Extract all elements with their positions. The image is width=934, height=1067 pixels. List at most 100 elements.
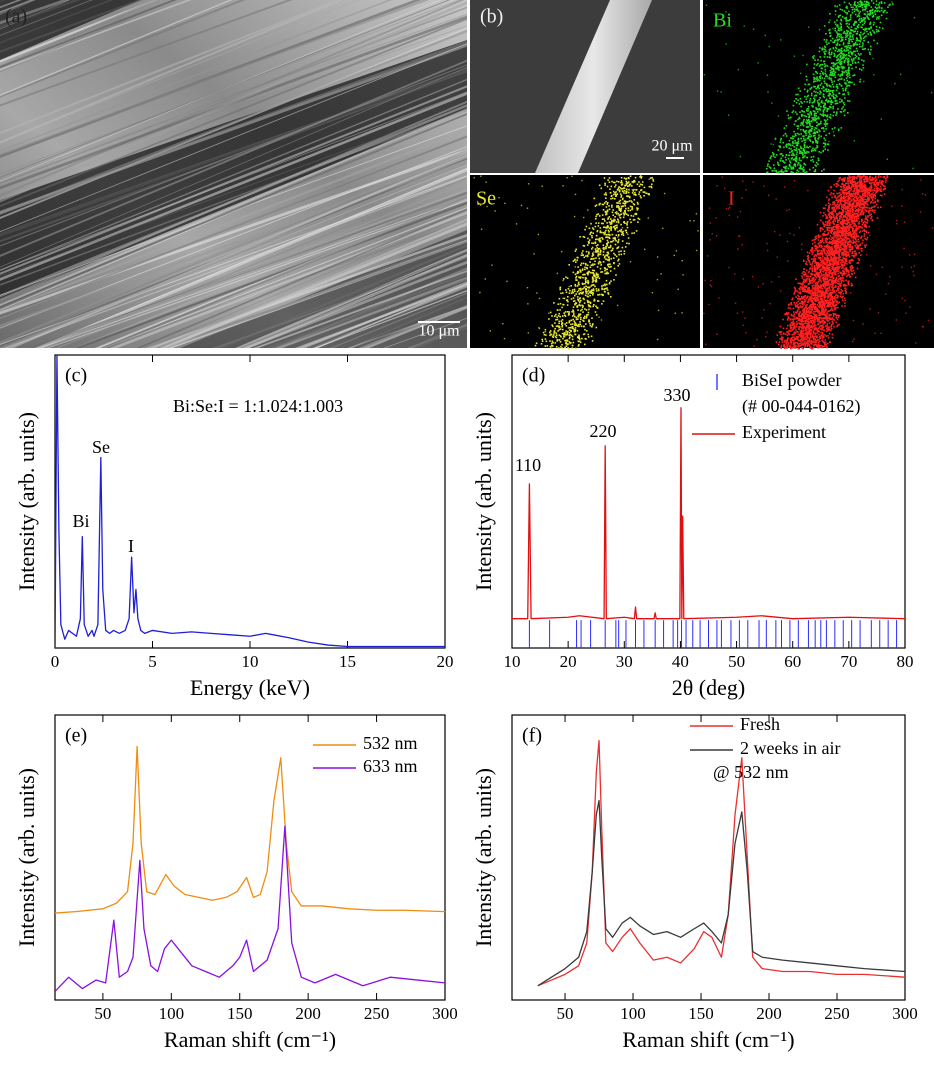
map-dot [597, 300, 599, 302]
map-dot [628, 185, 629, 186]
map-dot [728, 115, 729, 116]
map-dot [600, 264, 602, 266]
map-dot [864, 30, 866, 32]
map-dot [841, 108, 843, 110]
map-dot [870, 218, 872, 220]
map-dot [660, 273, 661, 274]
map-dot [554, 322, 556, 324]
map-dot [788, 144, 790, 146]
map-dot [562, 304, 563, 305]
map-dot [574, 289, 576, 291]
map-dot [601, 289, 603, 291]
map-dot [801, 148, 803, 150]
map-dot [538, 234, 539, 235]
map-dot [780, 158, 782, 160]
map-dot [627, 234, 628, 235]
map-dot [584, 308, 586, 310]
map-dot [609, 181, 611, 183]
map-dot [830, 309, 832, 311]
map-dot [805, 132, 807, 134]
map-dot [803, 169, 805, 171]
map-dot [838, 29, 840, 31]
map-dot [577, 330, 579, 332]
map-dot [840, 40, 842, 42]
map-dot [854, 230, 856, 232]
map-dot [814, 95, 816, 97]
map-dot [803, 119, 805, 121]
map-dot [592, 227, 594, 229]
map-dot [822, 102, 824, 104]
map-dot [832, 84, 834, 86]
map-dot [793, 110, 795, 112]
map-dot [849, 47, 851, 49]
map-dot [797, 298, 799, 300]
map-dot [597, 244, 599, 246]
map-dot [611, 186, 613, 188]
map-dot [794, 100, 796, 102]
map-dot [801, 114, 803, 116]
map-dot [551, 348, 553, 350]
map-dot [816, 125, 818, 127]
map-dot [870, 209, 872, 211]
map-dot [820, 84, 822, 86]
map-dot [561, 307, 563, 309]
map-dot [833, 96, 835, 98]
map-dot [633, 215, 635, 217]
map-dot [824, 25, 826, 27]
map-dot [826, 43, 828, 45]
map-dot [605, 192, 607, 194]
map-dot [800, 167, 802, 169]
map-dot [594, 264, 596, 266]
map-dot [878, 18, 880, 20]
map-dot [614, 268, 616, 270]
map-dot [832, 115, 834, 117]
map-dot [615, 194, 617, 196]
map-dot [806, 152, 808, 154]
map-dot [796, 154, 798, 156]
map-dot [849, 56, 851, 58]
map-dot [771, 102, 772, 103]
map-dot [631, 209, 633, 211]
map-dot [627, 210, 629, 212]
map-dot [876, 4, 878, 6]
map-dot [862, 187, 864, 189]
map-dot [816, 95, 818, 97]
map-dot [814, 242, 816, 244]
map-dot [624, 222, 626, 224]
map-dot [551, 334, 553, 336]
map-dot [834, 292, 836, 294]
map-dot [800, 73, 801, 74]
map-dot [811, 128, 813, 130]
map-dot [856, 38, 858, 40]
map-dot [799, 343, 801, 345]
map-dot [578, 288, 580, 290]
map-dot [570, 342, 572, 344]
map-dot [628, 181, 630, 183]
map-dot [811, 117, 813, 119]
map-dot [627, 215, 629, 217]
map-dot [804, 111, 806, 113]
map-dot [829, 289, 831, 291]
map-dot [621, 254, 623, 256]
map-dot [844, 62, 846, 64]
map-dot [837, 302, 839, 304]
map-dot [847, 92, 849, 94]
map-dot [837, 33, 839, 35]
map-dot [868, 41, 870, 43]
map-dot [786, 343, 788, 345]
map-dot [817, 85, 819, 87]
map-dot [617, 260, 619, 262]
map-dot [807, 138, 809, 140]
map-dot [599, 215, 601, 217]
map-dot [774, 157, 776, 159]
map-dot [807, 121, 809, 123]
map-dot [845, 300, 847, 302]
map-dot [826, 335, 828, 337]
map-dot [835, 114, 837, 116]
map-dot [828, 272, 830, 274]
map-dot [568, 327, 569, 328]
map-dot [863, 67, 865, 69]
map-dot [827, 293, 829, 295]
map-dot [813, 81, 815, 83]
map-dot [837, 35, 839, 37]
